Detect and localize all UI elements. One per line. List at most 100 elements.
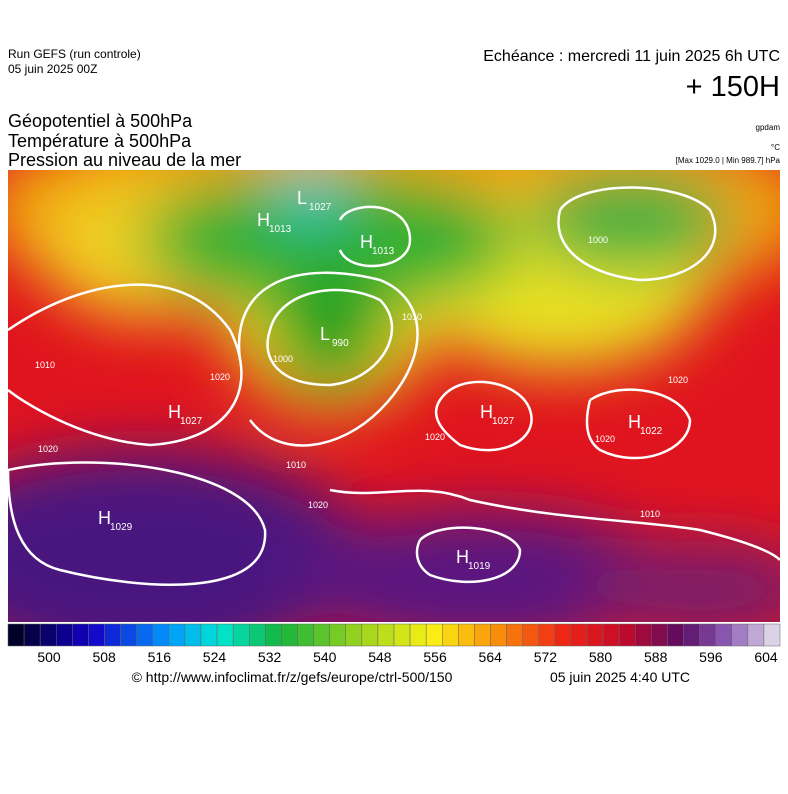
color-swatch bbox=[490, 623, 507, 647]
color-swatch bbox=[345, 623, 363, 647]
color-swatch bbox=[667, 623, 684, 647]
color-swatch bbox=[409, 623, 427, 647]
color-swatch bbox=[458, 623, 475, 647]
isobar-label: 1010 bbox=[286, 460, 306, 470]
center-type: H bbox=[456, 547, 469, 567]
color-swatch bbox=[506, 623, 523, 647]
color-swatch bbox=[425, 623, 443, 647]
color-swatch bbox=[554, 623, 572, 647]
isobar-label: 1000 bbox=[273, 354, 293, 364]
color-swatch bbox=[635, 623, 652, 647]
colorbar-label: 540 bbox=[313, 649, 337, 665]
color-swatch bbox=[570, 623, 588, 647]
colorbar-label: 532 bbox=[258, 649, 282, 665]
run: Run GEFS (run controle) bbox=[8, 47, 141, 61]
color-swatch bbox=[200, 623, 218, 647]
isobar-label: 1020 bbox=[38, 444, 58, 454]
color-swatch bbox=[522, 623, 540, 647]
color-swatch bbox=[168, 623, 186, 647]
center-type: H bbox=[628, 412, 641, 432]
center-type: H bbox=[360, 232, 373, 252]
color-swatch bbox=[232, 623, 250, 647]
center-type: H bbox=[257, 210, 270, 230]
center-value: 1022 bbox=[640, 426, 663, 437]
color-swatch bbox=[136, 623, 154, 647]
color-swatch bbox=[88, 623, 105, 647]
center-value: 1027 bbox=[309, 202, 332, 213]
color-swatch bbox=[747, 623, 765, 647]
color-swatch bbox=[72, 623, 89, 647]
color-swatch bbox=[699, 623, 716, 647]
map bbox=[8, 170, 780, 622]
center-value: 1027 bbox=[492, 416, 515, 427]
isobar-label: 1020 bbox=[595, 434, 615, 444]
isobar-label: 1010 bbox=[402, 312, 422, 322]
color-swatch bbox=[715, 623, 733, 647]
color-swatch bbox=[329, 623, 346, 647]
color-swatch bbox=[265, 623, 282, 647]
color-swatch bbox=[361, 623, 379, 647]
lead-time: + 150H bbox=[686, 71, 780, 103]
colorbar-label: 596 bbox=[699, 649, 723, 665]
title: Température à 500hPa bbox=[8, 131, 192, 151]
run-date: 05 juin 2025 00Z bbox=[8, 62, 97, 76]
colorbar-label: 524 bbox=[203, 649, 227, 665]
color-swatch bbox=[104, 623, 121, 647]
center-type: H bbox=[98, 508, 111, 528]
color-swatch bbox=[249, 623, 266, 647]
color-swatch bbox=[216, 623, 234, 647]
unit: gpdam bbox=[756, 123, 781, 132]
color-swatch bbox=[120, 623, 137, 647]
color-swatch bbox=[393, 623, 411, 647]
center-value: 1029 bbox=[110, 522, 133, 533]
color-swatch bbox=[23, 623, 41, 647]
color-swatch bbox=[763, 623, 781, 647]
unit: °C bbox=[771, 143, 780, 152]
color-swatch bbox=[586, 623, 604, 647]
color-swatch bbox=[184, 623, 202, 647]
generated-time: 05 juin 2025 4:40 UTC bbox=[550, 669, 690, 685]
center-value: 990 bbox=[332, 338, 349, 349]
valid-time: Echéance : mercredi 11 juin 2025 6h UTC bbox=[483, 48, 780, 65]
title: Géopotentiel à 500hPa bbox=[8, 111, 193, 131]
color-swatch bbox=[618, 623, 636, 647]
center-value: 1027 bbox=[180, 416, 203, 427]
center-type: L bbox=[297, 188, 307, 208]
colorbar-label: 548 bbox=[368, 649, 392, 665]
color-swatch bbox=[377, 623, 395, 647]
color-swatch bbox=[7, 623, 25, 647]
color-swatch bbox=[281, 623, 298, 647]
title: Pression au niveau de la mer bbox=[8, 150, 241, 170]
isobar-label: 1020 bbox=[210, 372, 230, 382]
color-swatch bbox=[474, 623, 491, 647]
colorbar-label: 516 bbox=[148, 649, 172, 665]
colorbar-label: 604 bbox=[754, 649, 778, 665]
color-swatch bbox=[731, 623, 749, 647]
center-type: H bbox=[480, 402, 493, 422]
colorbar-label: 500 bbox=[37, 649, 61, 665]
unit: [Max 1029.0 | Min 989.7] hPa bbox=[676, 156, 781, 165]
colorbar-label: 556 bbox=[423, 649, 447, 665]
center-value: 1019 bbox=[468, 561, 491, 572]
color-swatch bbox=[602, 623, 620, 647]
color-swatch bbox=[442, 623, 459, 647]
isobar-label: 1010 bbox=[35, 360, 55, 370]
center-value: 1013 bbox=[372, 246, 395, 257]
colorbar-label: 580 bbox=[589, 649, 613, 665]
center-type: L bbox=[320, 324, 330, 344]
colorbar: 500 508 516 524 532 540 548 556 564 572 580 588 596 6… bbox=[7, 623, 781, 665]
color-swatch bbox=[297, 623, 314, 647]
color-swatch bbox=[538, 623, 556, 647]
color-swatch bbox=[39, 623, 57, 647]
isobar-label: 1020 bbox=[308, 500, 328, 510]
isobar-label: 1020 bbox=[425, 432, 445, 442]
color-swatch bbox=[56, 623, 73, 647]
color-swatch bbox=[651, 623, 668, 647]
center-type: H bbox=[168, 402, 181, 422]
center-value: 1013 bbox=[269, 224, 292, 235]
colorbar-label: 572 bbox=[534, 649, 558, 665]
source-url: © http://www.infoclimat.fr/z/gefs/europe… bbox=[132, 669, 453, 685]
color-swatch bbox=[313, 623, 330, 647]
colorbar-label: 588 bbox=[644, 649, 668, 665]
isobar-label: 1000 bbox=[588, 235, 608, 245]
